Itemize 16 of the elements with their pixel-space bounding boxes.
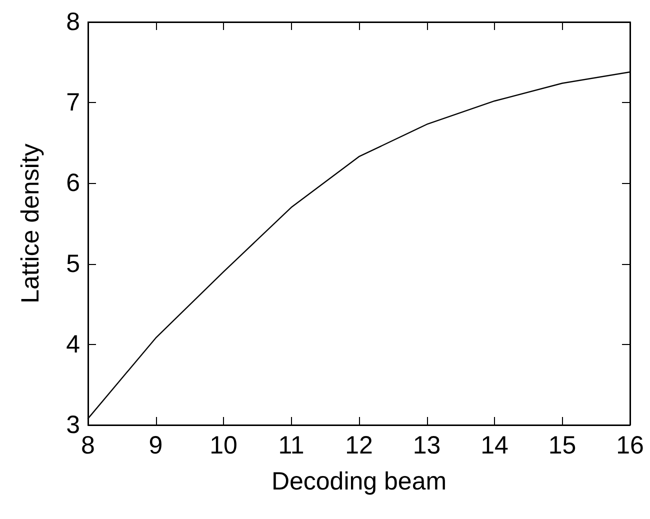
x-axis-title: Decoding beam <box>271 468 447 496</box>
y-tick-label: 6 <box>66 169 80 198</box>
x-tick-label: 14 <box>480 432 508 460</box>
x-tick-label: 9 <box>148 432 163 460</box>
x-tick-label: 12 <box>345 432 373 460</box>
y-tick-label: 8 <box>66 8 80 36</box>
y-tick-label: 7 <box>66 88 80 117</box>
x-tick-label: 10 <box>210 432 238 460</box>
y-tick-label: 5 <box>66 250 80 278</box>
x-tick-label: 16 <box>616 432 644 460</box>
x-tick-label: 11 <box>278 432 304 460</box>
y-tick-label: 4 <box>66 330 80 358</box>
y-axis-title: Lattice density <box>16 143 44 304</box>
x-tick-label: 15 <box>548 432 576 460</box>
y-tick-label: 3 <box>66 411 80 439</box>
x-tick-label: 13 <box>412 432 441 460</box>
